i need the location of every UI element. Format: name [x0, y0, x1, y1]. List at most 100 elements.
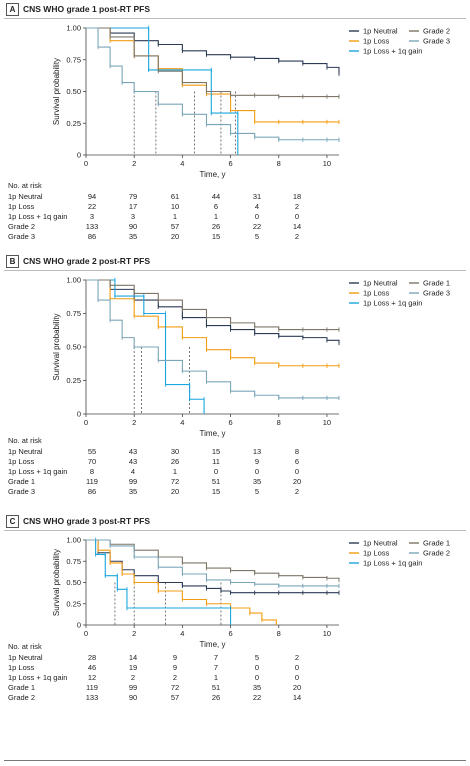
legend-label: 1p Neutral [363, 279, 398, 288]
km-chart: 0 0.25 0.50 0.75 1.00 0 2 4 6 8 10 Time, y Survival … [52, 536, 450, 650]
risk-value: 5 [254, 653, 260, 662]
series-line [86, 279, 339, 367]
y-tick-label: 0.25 [66, 119, 81, 128]
legend-label: 1p Loss [363, 549, 390, 558]
risk-value: 4 [254, 202, 260, 211]
risk-row-label: 1p Loss + 1q gain [8, 467, 68, 476]
series-line [86, 279, 339, 399]
risk-value: 43 [128, 447, 138, 456]
x-tick-label: 8 [277, 159, 281, 168]
y-tick-label: 0.25 [66, 599, 81, 608]
risk-value: 2 [294, 232, 300, 241]
risk-value: 55 [87, 447, 97, 456]
risk-value: 0 [254, 212, 260, 221]
risk-value: 72 [170, 683, 180, 692]
x-tick-label: 4 [180, 159, 184, 168]
legend-label: 1p Loss [363, 289, 390, 298]
risk-value: 6 [213, 202, 219, 211]
y-tick-label: 0.50 [66, 343, 81, 352]
panel-title: CNS WHO grade 2 post-RT PFS [23, 256, 151, 266]
risk-table-header: No. at risk [8, 642, 42, 651]
risk-value: 1 [172, 467, 178, 476]
risk-value: 99 [128, 477, 138, 486]
risk-row: 1p Neutral 94 79 61 44 31 18 [4, 192, 466, 202]
x-tick-label: 6 [228, 629, 232, 638]
risk-value: 9 [172, 663, 178, 672]
risk-value: 12 [87, 673, 97, 682]
panel-c: C CNS WHO grade 3 post-RT PFS 0 0.25 0.50 0.7… [4, 512, 466, 702]
risk-value: 22 [252, 222, 262, 231]
risk-value: 0 [254, 467, 260, 476]
risk-value: 9 [254, 457, 260, 466]
risk-row-label: 1p Loss [8, 663, 35, 672]
risk-value: 3 [130, 212, 136, 221]
risk-value: 14 [292, 693, 302, 702]
y-tick-label: 0.50 [66, 87, 81, 96]
y-tick-label: 1.00 [66, 276, 81, 285]
risk-row: 1p Loss 22 17 10 6 4 2 [4, 202, 466, 212]
risk-value: 86 [87, 232, 97, 241]
series-line [86, 539, 277, 625]
risk-value: 26 [211, 693, 221, 702]
risk-value: 0 [294, 663, 300, 672]
risk-value: 10 [170, 202, 180, 211]
x-tick-label: 2 [132, 629, 136, 638]
risk-value: 30 [170, 447, 180, 456]
risk-value: 119 [86, 683, 98, 692]
risk-row-label: Grade 3 [8, 232, 36, 241]
risk-value: 14 [128, 653, 138, 662]
risk-value: 3 [89, 212, 95, 221]
risk-row-label: 1p Loss [8, 457, 35, 466]
risk-value: 1 [172, 212, 178, 221]
risk-value: 51 [211, 477, 221, 486]
x-tick-label: 0 [84, 629, 88, 638]
legend-label: Grade 3 [423, 37, 450, 46]
panel-title: CNS WHO grade 1 post-RT PFS [23, 4, 151, 14]
x-tick-label: 6 [228, 418, 232, 427]
risk-value: 2 [172, 673, 178, 682]
risk-value: 61 [170, 192, 180, 201]
x-axis-label: Time, y [200, 640, 226, 649]
risk-value: 8 [89, 467, 95, 476]
risk-row: Grade 1 119 99 72 51 35 20 [4, 477, 466, 487]
risk-value: 57 [170, 693, 180, 702]
panel-letter: B [6, 254, 19, 268]
risk-row: Grade 3 86 35 20 15 5 2 [4, 487, 466, 497]
y-tick-label: 0.75 [66, 309, 81, 318]
risk-value: 9 [172, 653, 178, 662]
risk-value: 0 [294, 467, 300, 476]
y-tick-label: 0 [77, 151, 81, 160]
km-chart: 0 0.25 0.50 0.75 1.00 0 2 4 6 8 10 Time, y Survival … [52, 24, 450, 180]
risk-value: 22 [252, 693, 262, 702]
risk-row-label: 1p Loss [8, 202, 35, 211]
risk-value: 2 [294, 202, 300, 211]
panel-letter: A [6, 2, 19, 16]
risk-value: 51 [211, 683, 221, 692]
risk-value: 72 [170, 477, 180, 486]
risk-value: 35 [128, 232, 138, 241]
series-line [86, 27, 339, 123]
series-line [86, 27, 339, 141]
risk-value: 2 [130, 673, 136, 682]
x-tick-label: 4 [180, 418, 184, 427]
legend-label: 1p Loss [363, 37, 390, 46]
risk-row-label: Grade 3 [8, 487, 36, 496]
legend-label: Grade 1 [423, 279, 450, 288]
risk-value: 44 [211, 192, 221, 201]
y-tick-label: 0.50 [66, 578, 81, 587]
x-tick-label: 10 [323, 629, 331, 638]
x-tick-label: 8 [277, 629, 281, 638]
panel-header: A CNS WHO grade 1 post-RT PFS [4, 0, 466, 19]
y-axis-label: Survival probability [52, 58, 61, 125]
risk-value: 31 [252, 192, 262, 201]
risk-value: 20 [292, 683, 302, 692]
risk-value: 4 [130, 467, 136, 476]
risk-value: 133 [85, 222, 99, 231]
risk-value: 6 [294, 457, 300, 466]
y-tick-label: 0.75 [66, 557, 81, 566]
risk-value: 43 [128, 457, 138, 466]
risk-row: Grade 2 133 90 57 26 22 14 [4, 693, 466, 703]
x-axis-label: Time, y [200, 170, 226, 179]
x-tick-label: 2 [132, 159, 136, 168]
risk-table-header: No. at risk [8, 436, 42, 445]
